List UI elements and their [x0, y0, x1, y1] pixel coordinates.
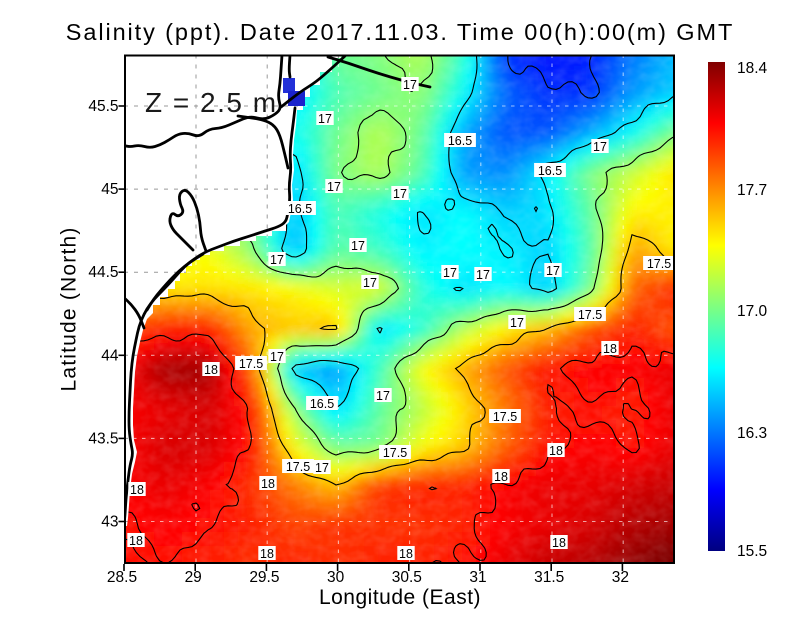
svg-text:30: 30	[327, 569, 345, 586]
svg-text:44.5: 44.5	[88, 264, 118, 281]
svg-text:17.5: 17.5	[578, 308, 602, 322]
svg-text:18: 18	[261, 477, 275, 491]
svg-text:17.5: 17.5	[493, 410, 517, 424]
svg-text:17: 17	[376, 389, 390, 403]
svg-text:18: 18	[130, 483, 144, 497]
svg-text:17.7: 17.7	[737, 182, 767, 199]
svg-text:43: 43	[101, 514, 118, 531]
svg-text:44: 44	[101, 347, 119, 364]
svg-text:17.5: 17.5	[286, 460, 310, 474]
svg-text:17: 17	[363, 276, 377, 290]
svg-text:17: 17	[403, 78, 417, 92]
svg-text:45: 45	[101, 181, 118, 198]
svg-text:16.5: 16.5	[310, 397, 334, 411]
svg-text:18: 18	[204, 363, 218, 377]
svg-text:18: 18	[549, 444, 563, 458]
svg-text:Latitude (North): Latitude (North)	[58, 226, 81, 391]
svg-text:17: 17	[270, 350, 284, 364]
svg-text:17: 17	[443, 266, 457, 280]
svg-text:18: 18	[494, 470, 508, 484]
svg-text:16.5: 16.5	[448, 134, 472, 148]
svg-text:18.4: 18.4	[737, 60, 768, 77]
svg-text:18: 18	[552, 536, 566, 550]
svg-text:17: 17	[393, 187, 407, 201]
svg-text:17.5: 17.5	[239, 357, 263, 371]
svg-text:17: 17	[327, 180, 341, 194]
svg-text:18: 18	[399, 547, 413, 561]
svg-text:31.5: 31.5	[534, 569, 564, 586]
svg-text:28.5: 28.5	[107, 569, 137, 586]
svg-text:18: 18	[129, 534, 143, 548]
svg-text:43.5: 43.5	[88, 430, 118, 447]
svg-text:15.5: 15.5	[737, 543, 767, 560]
svg-text:17: 17	[510, 316, 524, 330]
svg-text:17: 17	[270, 253, 284, 267]
svg-text:45.5: 45.5	[88, 98, 118, 115]
svg-text:17: 17	[315, 461, 329, 475]
svg-text:31: 31	[469, 569, 486, 586]
svg-text:16.5: 16.5	[538, 164, 562, 178]
svg-text:16.3: 16.3	[737, 425, 767, 442]
svg-text:16.5: 16.5	[288, 202, 312, 216]
svg-text:18: 18	[260, 547, 274, 561]
svg-text:17.0: 17.0	[737, 303, 768, 320]
svg-text:29.5: 29.5	[249, 569, 279, 586]
svg-text:17: 17	[318, 112, 332, 126]
svg-text:30.5: 30.5	[392, 569, 422, 586]
svg-text:Z = 2.5 m: Z = 2.5 m	[145, 87, 278, 118]
svg-text:Longitude (East): Longitude (East)	[319, 586, 481, 609]
svg-text:17.5: 17.5	[383, 446, 407, 460]
svg-text:17.5: 17.5	[647, 257, 671, 271]
svg-text:32: 32	[612, 569, 629, 586]
svg-text:Salinity (ppt). Date 2017.11.0: Salinity (ppt). Date 2017.11.03. Time 00…	[66, 19, 734, 45]
svg-text:29: 29	[185, 569, 202, 586]
svg-text:17: 17	[351, 239, 365, 253]
svg-text:17: 17	[593, 140, 607, 154]
svg-text:17: 17	[546, 264, 560, 278]
svg-text:17: 17	[476, 268, 490, 282]
svg-text:18: 18	[603, 342, 617, 356]
